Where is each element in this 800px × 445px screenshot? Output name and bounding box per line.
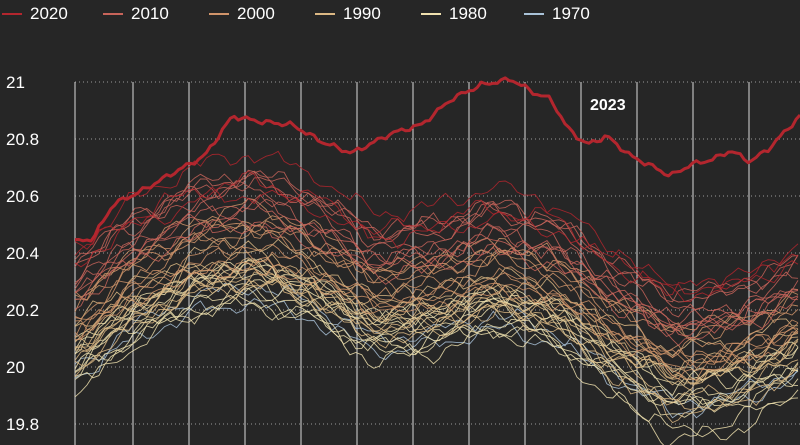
legend-label: 2020 [30, 4, 68, 23]
series-line-2010s [74, 197, 799, 338]
y-tick-label: 20 [6, 358, 25, 377]
series-line-1980s [74, 262, 799, 418]
series-line-1990s [74, 274, 799, 385]
series-line-2000s [74, 245, 799, 364]
series-line-2010s [74, 198, 799, 337]
series-line-1980s [74, 293, 799, 413]
series-line-1990s [74, 261, 799, 385]
series-line-2020s [74, 186, 799, 303]
series-line-2000s [74, 260, 799, 370]
highlight-series-2023 [74, 76, 800, 243]
series-line-1980s [74, 261, 799, 410]
series-line-2010s [74, 170, 799, 311]
legend-item: 1980 [421, 4, 487, 23]
series-line-1990s [74, 259, 799, 377]
series-line-2000s [74, 224, 799, 340]
y-tick-label: 19.8 [6, 415, 39, 434]
series-line-2010s [74, 177, 799, 303]
chart-annotations: 2023 [590, 97, 626, 114]
y-tick-label: 21 [6, 73, 25, 92]
series-line-2010s [74, 194, 799, 332]
series-line-2023 [74, 76, 800, 243]
series-line-1990s [74, 271, 799, 424]
series-line-1990s [74, 279, 799, 384]
series-line-2000s [74, 243, 799, 381]
series-line-1980s [74, 287, 799, 445]
legend-item: 2020 [2, 4, 68, 23]
series-line-1990s [74, 259, 799, 406]
series-line-1990s [74, 271, 799, 412]
y-tick-label: 20.6 [6, 187, 39, 206]
series-line-1990s [74, 253, 799, 391]
legend-item: 1990 [315, 4, 381, 23]
series-line-1980s [74, 279, 799, 405]
series-line-2010s [74, 170, 799, 326]
legend-label: 1970 [552, 4, 590, 23]
y-tick-label: 20.8 [6, 130, 39, 149]
historical-series-lines [74, 150, 799, 445]
legend-item: 1970 [524, 4, 590, 23]
y-tick-label: 20.4 [6, 244, 39, 263]
horizontal-gridlines [75, 81, 800, 425]
y-tick-label: 20.2 [6, 301, 39, 320]
series-line-1970s [74, 283, 799, 411]
chart-legend: 2020 2010 2000 1990 1980 1970 [2, 4, 590, 23]
series-line-2010s [74, 218, 799, 323]
series-line-2000s [74, 256, 799, 370]
series-line-2010s [74, 180, 799, 334]
y-axis-tick-labels: 19.8 20 20.2 20.4 20.6 20.8 21 [6, 73, 39, 434]
legend-label: 1990 [343, 4, 381, 23]
legend-item: 2010 [103, 4, 169, 23]
legend-label: 2010 [131, 4, 169, 23]
series-line-2000s [74, 215, 799, 341]
series-line-2010s [74, 221, 799, 347]
series-annotation-2023: 2023 [590, 97, 626, 114]
series-line-2000s [74, 198, 799, 359]
series-line-2000s [74, 224, 799, 380]
legend-label: 1980 [449, 4, 487, 23]
series-line-2020s [74, 171, 799, 296]
legend-label: 2000 [237, 4, 275, 23]
legend-item: 2000 [209, 4, 275, 23]
